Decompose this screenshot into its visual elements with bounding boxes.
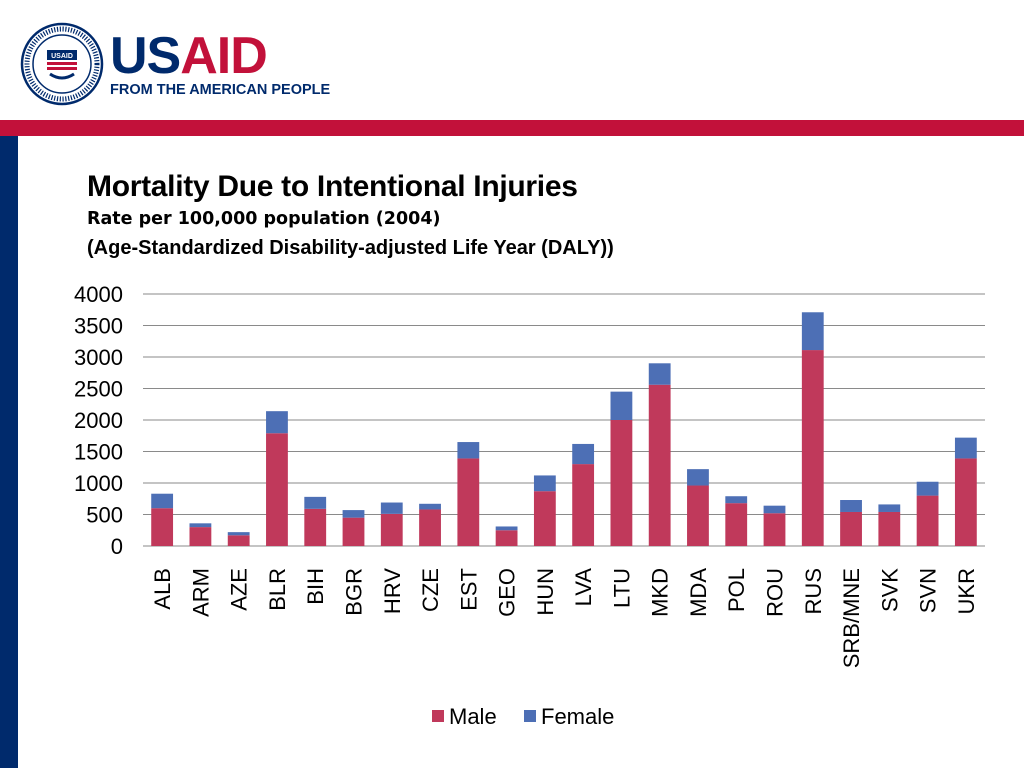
page-subtitle: Rate per 100,000 population (2004) <box>87 209 441 229</box>
bar-female <box>687 469 709 486</box>
tagline: FROM THE AMERICAN PEOPLE <box>110 82 331 98</box>
wordmark-us: US <box>110 27 181 85</box>
x-tick-label: ALB <box>150 568 175 610</box>
bar-female <box>572 443 595 465</box>
x-tick-label: HRV <box>380 568 405 614</box>
bar-male <box>533 491 556 546</box>
bar-male <box>610 420 633 546</box>
bar-female <box>878 504 901 512</box>
x-tick-label: UKR <box>954 568 979 614</box>
x-tick-label: SVN <box>916 568 941 613</box>
x-tick-label: BGR <box>342 568 367 616</box>
legend-label-female: Female <box>541 704 614 729</box>
x-tick-label: LVA <box>571 568 596 607</box>
bar-male <box>342 517 365 546</box>
bar-male <box>495 530 518 546</box>
bar-female <box>610 391 633 420</box>
bar-female <box>457 442 480 459</box>
x-tick-label: MDA <box>686 568 711 617</box>
bar-female <box>840 500 862 512</box>
bar-male <box>763 513 786 546</box>
bar-male <box>227 535 250 546</box>
bar-female <box>954 437 977 459</box>
bar-female <box>916 481 939 496</box>
bar-male <box>266 433 288 546</box>
usaid-seal-icon: USAID <box>20 22 104 106</box>
bar-male <box>419 509 441 546</box>
x-tick-label: GEO <box>495 568 520 617</box>
bar-male <box>801 350 824 546</box>
bar-female <box>533 475 556 492</box>
bar-male <box>687 485 709 546</box>
bar-male <box>457 458 480 546</box>
bar-female <box>380 502 403 514</box>
x-tick-label: ROU <box>763 568 788 617</box>
x-tick-label: ARM <box>188 568 213 617</box>
legend-swatch-male <box>432 710 444 722</box>
x-tick-label: EST <box>456 568 481 611</box>
x-tick-label: RUS <box>801 568 826 614</box>
bar-male <box>725 503 748 546</box>
y-tick-label: 2500 <box>74 377 123 402</box>
y-tick-label: 2000 <box>74 408 123 433</box>
bar-male <box>189 527 212 546</box>
seal-inner-text: USAID <box>51 53 73 60</box>
y-tick-label: 1000 <box>74 471 123 496</box>
x-tick-label: POL <box>724 568 749 612</box>
x-tick-label: BIH <box>303 568 328 605</box>
page-subtitle-2: (Age-Standardized Disability-adjusted Li… <box>87 237 614 259</box>
bar-female <box>189 523 212 528</box>
bar-female <box>151 493 174 509</box>
bar-female <box>495 526 518 531</box>
bar-male <box>954 458 977 546</box>
bar-male <box>648 384 671 546</box>
bar-female <box>304 496 327 509</box>
bar-male <box>151 508 174 546</box>
x-tick-label: MKD <box>648 568 673 617</box>
left-accent-bar <box>0 136 18 768</box>
bar-male <box>916 495 939 546</box>
stacked-bar-chart: 0 500 1000 1500 2000 2500 3000 3500 4000 ALB ARM AZ… <box>74 282 985 729</box>
y-tick-label: 4000 <box>74 282 123 307</box>
x-tick-label: HUN <box>533 568 558 616</box>
legend-swatch-female <box>524 710 536 722</box>
page-title: Mortality Due to Intentional Injuries <box>87 170 578 203</box>
header-divider-band <box>0 120 1024 136</box>
bar-female <box>419 503 441 510</box>
x-tick-label: BLR <box>265 568 290 611</box>
bar-male <box>380 513 403 546</box>
bar-female <box>342 510 365 518</box>
x-tick-label: LTU <box>609 568 634 608</box>
bar-female <box>648 363 671 385</box>
bar-female <box>763 505 786 514</box>
x-tick-label: AZE <box>227 568 252 611</box>
y-tick-label: 0 <box>111 534 123 559</box>
bar-male <box>878 511 901 546</box>
y-tick-label: 3000 <box>74 345 123 370</box>
bar-female <box>725 496 748 504</box>
bar-male <box>304 508 327 546</box>
bar-male <box>572 464 595 546</box>
x-tick-label: SRB/MNE <box>839 568 864 668</box>
y-tick-label: 1500 <box>74 440 123 465</box>
x-tick-label: CZE <box>418 568 443 612</box>
bar-male <box>840 511 862 546</box>
y-tick-label: 3500 <box>74 314 123 339</box>
bar-female <box>266 411 288 434</box>
wordmark-aid: AID <box>180 27 268 85</box>
x-tick-label: SVK <box>877 568 902 612</box>
bar-female <box>801 312 824 351</box>
usaid-wordmark: USAID <box>110 27 268 85</box>
bar-female <box>227 532 250 536</box>
y-tick-label: 500 <box>86 503 123 528</box>
legend-label-male: Male <box>449 704 497 729</box>
